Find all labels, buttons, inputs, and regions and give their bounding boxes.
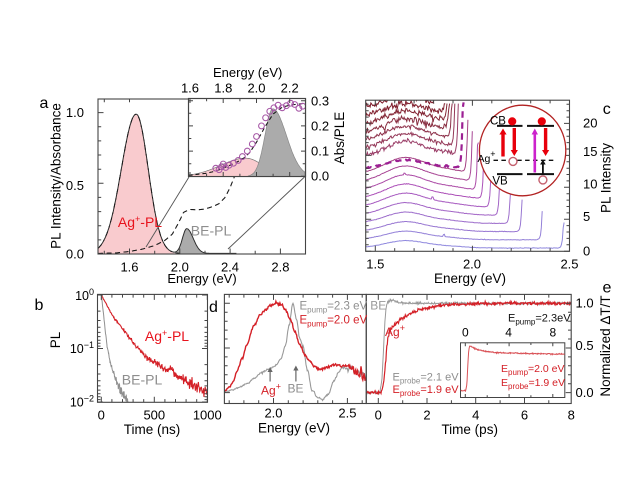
svg-text:Time (ns): Time (ns) — [124, 422, 181, 437]
svg-text:0.5: 0.5 — [576, 338, 594, 353]
svg-text:Energy (eV): Energy (eV) — [213, 65, 282, 80]
svg-text:0.1: 0.1 — [311, 144, 329, 159]
svg-text:2.8: 2.8 — [271, 260, 289, 275]
svg-text:0: 0 — [583, 243, 590, 258]
svg-text:0: 0 — [98, 408, 105, 423]
svg-text:0.3: 0.3 — [311, 94, 329, 109]
svg-text:15: 15 — [583, 144, 597, 159]
svg-text:b: b — [35, 297, 44, 314]
svg-text:BE: BE — [287, 382, 303, 396]
svg-text:PL Intensity/Absorbance: PL Intensity/Absorbance — [49, 103, 64, 249]
svg-text:10: 10 — [583, 177, 597, 192]
svg-text:CB: CB — [490, 116, 506, 128]
svg-text:Ag+-PL: Ag+-PL — [145, 328, 189, 344]
svg-text:1000: 1000 — [193, 408, 222, 423]
svg-text:VB: VB — [492, 176, 508, 188]
svg-text:2.0: 2.0 — [247, 81, 265, 96]
svg-text:8: 8 — [549, 326, 556, 340]
svg-text:Abs/PLE: Abs/PLE — [332, 112, 347, 165]
svg-text:PL: PL — [48, 331, 63, 348]
svg-text:Normalized ΔT/T: Normalized ΔT/T — [598, 295, 613, 396]
svg-text:BE-PL: BE-PL — [191, 223, 232, 239]
svg-text:500: 500 — [143, 408, 165, 423]
svg-text:2.2: 2.2 — [281, 81, 299, 96]
svg-text:6: 6 — [521, 408, 528, 423]
svg-text:4: 4 — [472, 408, 479, 423]
svg-text:2.4: 2.4 — [221, 260, 239, 275]
svg-text:a: a — [40, 95, 49, 112]
svg-text:1.0: 1.0 — [576, 296, 594, 311]
svg-text:PL Intensity: PL Intensity — [599, 143, 614, 213]
svg-text:2.0: 2.0 — [463, 257, 481, 272]
svg-text:Energy (eV): Energy (eV) — [434, 271, 506, 286]
svg-text:2.0: 2.0 — [171, 260, 189, 275]
svg-text:2.5: 2.5 — [338, 406, 356, 421]
svg-text:0.2: 0.2 — [311, 119, 329, 134]
svg-text:BE-PL: BE-PL — [122, 372, 163, 388]
svg-text:e: e — [603, 280, 612, 297]
svg-text:c: c — [603, 101, 611, 118]
svg-text:2.5: 2.5 — [560, 257, 578, 272]
svg-text:1.6: 1.6 — [120, 260, 138, 275]
svg-text:2: 2 — [423, 408, 430, 423]
svg-text:2.0: 2.0 — [264, 406, 282, 421]
svg-text:0: 0 — [375, 408, 382, 423]
svg-text:Energy (eV): Energy (eV) — [167, 271, 236, 286]
svg-text:1.0: 1.0 — [66, 105, 84, 120]
svg-text:0: 0 — [462, 326, 469, 340]
svg-text:20: 20 — [583, 116, 597, 131]
svg-text:1.6: 1.6 — [181, 81, 199, 96]
svg-text:0.5: 0.5 — [66, 178, 84, 193]
svg-text:0.0: 0.0 — [576, 385, 594, 400]
svg-text:8: 8 — [568, 408, 575, 423]
svg-text:Ag+-PL: Ag+-PL — [118, 214, 162, 230]
svg-text:0.0: 0.0 — [66, 247, 84, 262]
svg-text:BE: BE — [370, 299, 386, 313]
svg-text:5: 5 — [583, 209, 590, 224]
svg-text:1.5: 1.5 — [366, 257, 384, 272]
svg-text:Energy (eV): Energy (eV) — [258, 421, 330, 436]
svg-text:0.0: 0.0 — [311, 169, 329, 184]
svg-text:1.8: 1.8 — [214, 81, 232, 96]
svg-text:d: d — [209, 299, 218, 316]
svg-text:4: 4 — [505, 326, 512, 340]
svg-text:Time (ps): Time (ps) — [441, 422, 498, 437]
